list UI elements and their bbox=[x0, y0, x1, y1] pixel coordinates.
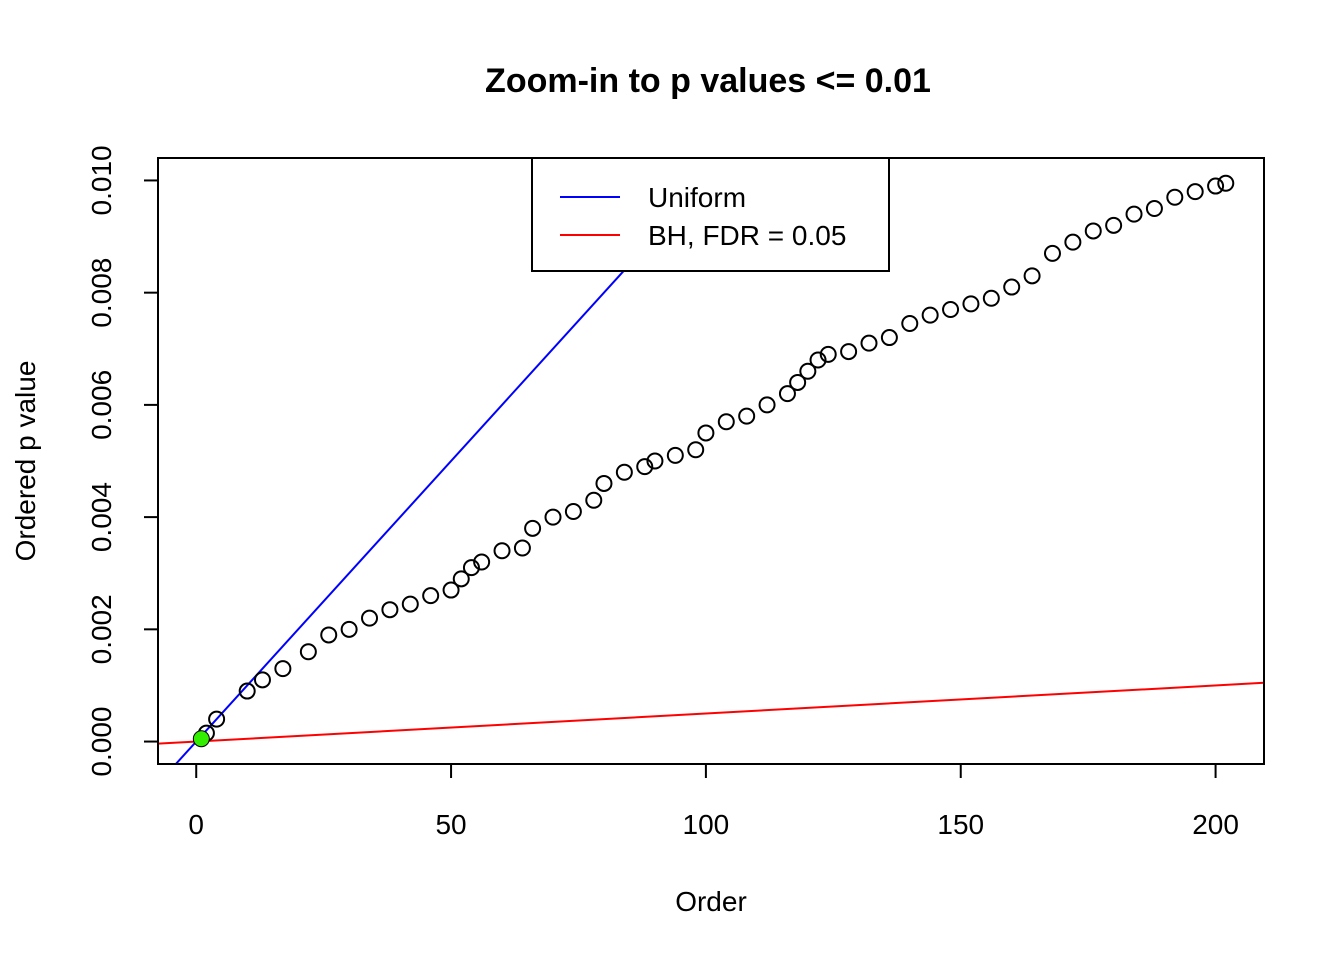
data-point bbox=[860, 334, 878, 352]
x-tick-label: 200 bbox=[1192, 809, 1239, 840]
data-point bbox=[564, 503, 582, 520]
data-point bbox=[901, 315, 919, 333]
data-point bbox=[320, 626, 338, 644]
data-point bbox=[513, 539, 531, 557]
x-axis-label: Order bbox=[675, 886, 747, 917]
data-point bbox=[544, 508, 562, 526]
data-point bbox=[442, 581, 460, 599]
highlight-point bbox=[193, 731, 209, 747]
data-point bbox=[361, 609, 379, 627]
data-point bbox=[738, 407, 756, 425]
legend: Uniform BH, FDR = 0.05 bbox=[531, 157, 890, 272]
data-point bbox=[253, 671, 271, 689]
chart-title: Zoom-in to p values <= 0.01 bbox=[485, 62, 931, 100]
uniform-line bbox=[174, 158, 728, 764]
x-tick-label: 0 bbox=[188, 809, 204, 840]
y-tick-label: 0.004 bbox=[86, 482, 117, 552]
data-point bbox=[401, 595, 419, 613]
data-point bbox=[1217, 174, 1235, 192]
data-point bbox=[666, 446, 684, 464]
data-point bbox=[615, 463, 633, 481]
data-point bbox=[462, 559, 480, 577]
y-tick-label: 0.010 bbox=[86, 145, 117, 215]
y-axis-label: Ordered p value bbox=[10, 361, 41, 562]
data-point bbox=[1023, 267, 1041, 285]
bh-line bbox=[158, 681, 1264, 745]
y-tick-label: 0.002 bbox=[86, 594, 117, 664]
data-point bbox=[799, 362, 817, 380]
data-point bbox=[1084, 222, 1102, 240]
data-point bbox=[381, 601, 399, 619]
legend-box bbox=[531, 157, 890, 272]
data-point bbox=[299, 643, 317, 661]
y-tick-label: 0.008 bbox=[86, 258, 117, 328]
data-point bbox=[585, 491, 603, 509]
data-point bbox=[789, 373, 807, 391]
data-point bbox=[493, 542, 511, 560]
data-points bbox=[192, 174, 1235, 748]
data-point bbox=[880, 329, 898, 347]
data-point bbox=[921, 306, 939, 324]
y-tick-label: 0.006 bbox=[86, 370, 117, 440]
data-point bbox=[697, 424, 715, 442]
x-axis: 0 50 100 150 200 bbox=[188, 763, 1239, 840]
reference-lines bbox=[158, 158, 1264, 764]
data-point bbox=[1064, 233, 1082, 251]
data-point bbox=[1125, 205, 1143, 223]
data-point bbox=[1186, 183, 1204, 201]
data-point bbox=[1105, 216, 1123, 234]
data-point bbox=[274, 660, 292, 678]
data-point bbox=[819, 345, 837, 363]
data-point bbox=[809, 351, 827, 369]
data-point bbox=[1207, 177, 1225, 195]
data-point bbox=[1043, 244, 1061, 262]
data-point bbox=[982, 289, 1000, 307]
data-point bbox=[758, 396, 776, 414]
y-tick-label: 0.000 bbox=[86, 707, 117, 777]
data-point bbox=[238, 682, 256, 700]
data-point bbox=[687, 441, 705, 459]
data-point bbox=[840, 343, 858, 361]
data-point bbox=[1003, 278, 1021, 296]
data-point bbox=[646, 452, 664, 470]
data-point bbox=[473, 553, 491, 571]
x-tick-label: 100 bbox=[683, 809, 730, 840]
data-point bbox=[1145, 200, 1163, 217]
x-tick-label: 150 bbox=[937, 809, 984, 840]
legend-label-uniform: Uniform bbox=[648, 182, 746, 213]
data-point bbox=[717, 413, 735, 431]
data-point bbox=[340, 620, 358, 638]
data-point bbox=[778, 385, 796, 403]
x-tick-label: 50 bbox=[435, 809, 466, 840]
data-point bbox=[452, 570, 470, 588]
data-point bbox=[524, 519, 542, 537]
data-point bbox=[636, 458, 654, 476]
data-point bbox=[595, 474, 613, 492]
y-axis: 0.000 0.002 0.004 0.006 0.008 0.010 bbox=[86, 145, 159, 777]
data-point bbox=[208, 710, 226, 728]
data-point bbox=[962, 295, 980, 313]
legend-label-bh: BH, FDR = 0.05 bbox=[648, 220, 846, 251]
data-point bbox=[422, 587, 440, 605]
data-point bbox=[942, 301, 960, 318]
data-point bbox=[1166, 188, 1184, 206]
